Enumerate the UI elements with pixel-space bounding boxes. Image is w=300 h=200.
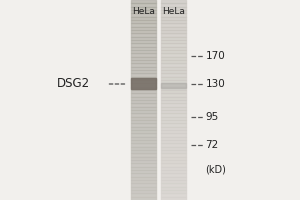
Bar <box>130 0 156 200</box>
Text: (kD): (kD) <box>206 164 226 174</box>
Bar <box>160 83 186 88</box>
Text: 72: 72 <box>206 140 219 150</box>
Bar <box>130 78 156 89</box>
Bar <box>160 0 186 200</box>
Text: 130: 130 <box>206 79 225 89</box>
Text: HeLa: HeLa <box>162 7 184 16</box>
Text: DSG2: DSG2 <box>57 77 90 90</box>
Text: HeLa: HeLa <box>132 7 154 16</box>
Text: 95: 95 <box>206 112 219 122</box>
Text: 170: 170 <box>206 51 225 61</box>
